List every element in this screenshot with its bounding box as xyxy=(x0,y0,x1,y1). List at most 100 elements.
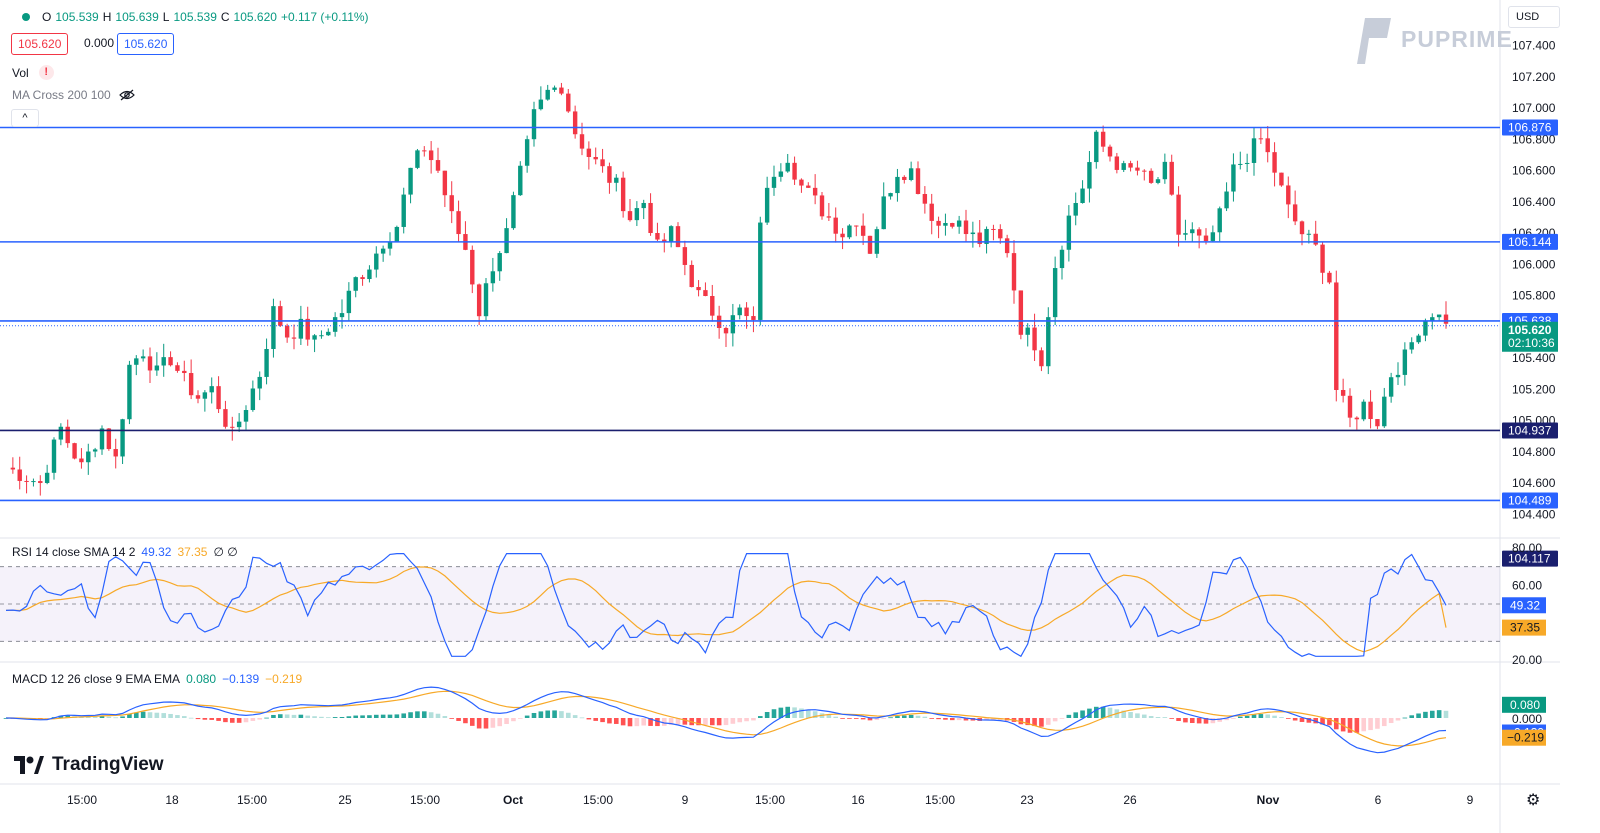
currency-selector[interactable]: USD xyxy=(1508,6,1560,28)
rsi-value: 49.32 xyxy=(141,545,172,559)
candle-body xyxy=(524,139,530,166)
macd-histogram-bar xyxy=(922,716,928,718)
candle-body xyxy=(134,358,139,365)
candle-body xyxy=(1094,131,1099,163)
candle-body xyxy=(10,467,16,470)
ohlc-high-label: H xyxy=(102,10,112,24)
macd-histogram-bar xyxy=(1080,710,1085,718)
candle-body xyxy=(1039,350,1044,367)
candle-body xyxy=(771,176,777,188)
candle-body xyxy=(298,318,304,339)
candle-body xyxy=(675,226,681,248)
macd-histogram-bar xyxy=(943,718,948,720)
macd-histogram-bar xyxy=(1237,716,1243,718)
macd-histogram-bar xyxy=(641,718,647,726)
macd-histogram-bar xyxy=(1203,718,1209,724)
candle-body xyxy=(792,162,797,180)
rsi-legend[interactable]: RSI 14 close SMA 14 2 49.32 37.35 ∅ ∅ xyxy=(12,545,238,559)
macd-histogram-bar xyxy=(1121,710,1127,718)
price-axis-tick: 105.400 xyxy=(1512,351,1556,365)
macd-histogram-bar xyxy=(1299,718,1305,722)
rsi-sma-label: 37.35 xyxy=(1510,621,1540,635)
candle-body xyxy=(723,327,729,334)
macd-histogram-bar xyxy=(524,715,530,718)
macd-histogram-bar xyxy=(1402,717,1408,719)
macd-histogram-bar xyxy=(1347,718,1353,733)
macd-histogram-bar xyxy=(463,718,468,724)
sell-price-button[interactable]: 105.620 xyxy=(11,33,69,55)
candle-body xyxy=(1279,172,1284,186)
macd-histogram-bar xyxy=(517,718,523,719)
candle-body xyxy=(929,203,934,221)
macd-histogram-bar xyxy=(1148,716,1154,718)
candle-body xyxy=(1032,327,1037,351)
macd-histogram-bar xyxy=(1155,717,1161,718)
last-price-label: 105.620 xyxy=(1508,323,1552,337)
candle-body xyxy=(607,166,612,183)
gear-icon[interactable]: ⚙ xyxy=(1526,792,1541,809)
candle-body xyxy=(826,216,832,218)
candle-body xyxy=(1292,204,1298,222)
candle-body xyxy=(140,356,146,359)
macd-histogram-bar xyxy=(1423,711,1428,718)
candle-body xyxy=(449,195,454,212)
candle-body xyxy=(518,165,523,196)
collapse-legend-button[interactable]: ^ xyxy=(11,109,39,127)
macd-histogram-bar xyxy=(545,710,551,718)
macd-histogram-bar xyxy=(723,718,729,726)
macd-legend[interactable]: MACD 12 26 close 9 EMA EMA 0.080 −0.139 … xyxy=(12,672,302,686)
candle-body xyxy=(689,264,694,288)
macd-histogram-bar xyxy=(812,711,818,718)
candle-body xyxy=(1224,191,1229,209)
price-axis-tick: 106.400 xyxy=(1512,195,1556,209)
candle-body xyxy=(319,335,324,337)
candle-body xyxy=(634,208,640,221)
macd-histogram-bar xyxy=(785,706,791,718)
warning-icon[interactable]: ! xyxy=(38,65,54,80)
volume-legend[interactable]: Vol ! xyxy=(12,65,54,80)
macd-histogram-bar xyxy=(1333,718,1339,730)
macd-histogram-bar xyxy=(243,718,249,723)
candle-body xyxy=(998,229,1003,239)
tradingview-logo[interactable]: TradingView xyxy=(14,754,164,776)
ohlc-open-label: O xyxy=(42,10,52,24)
macd-histogram-bar xyxy=(682,718,688,725)
macd-histogram-bar xyxy=(1217,718,1223,722)
candle-body xyxy=(1299,221,1305,235)
macd-histogram-bar xyxy=(579,717,585,719)
level-price-tag xyxy=(1502,233,1558,250)
candle-body xyxy=(1430,317,1435,322)
macd-histogram-bar xyxy=(1443,710,1449,718)
candle-body xyxy=(17,469,22,481)
macd-histogram-bar xyxy=(511,718,516,722)
macd-histogram-bar xyxy=(908,714,914,718)
candle-body xyxy=(1423,321,1428,336)
candle-body xyxy=(339,313,345,318)
eye-hidden-icon[interactable] xyxy=(118,89,135,101)
macd-signal-label: −0.219 xyxy=(1507,731,1544,745)
candle-body xyxy=(1080,188,1085,204)
candle-body xyxy=(620,177,626,212)
macd-histogram-bar xyxy=(305,715,311,718)
candle-body xyxy=(984,228,989,244)
macd-signal-line xyxy=(6,690,1447,747)
macd-histogram-bar xyxy=(826,714,832,718)
candle-body xyxy=(346,290,352,314)
macd-histogram-bar xyxy=(1320,718,1325,725)
candle-body xyxy=(812,187,818,196)
candle-body xyxy=(476,284,482,317)
candle-body xyxy=(847,225,852,238)
macd-axis-tick: 0.000 xyxy=(1512,712,1542,726)
candle-body xyxy=(1059,249,1065,269)
candle-body xyxy=(1176,194,1181,235)
ma-cross-legend[interactable]: MA Cross 200 100 xyxy=(12,88,135,102)
buy-price-button[interactable]: 105.620 xyxy=(117,33,175,55)
candle-body xyxy=(648,202,653,234)
candle-body xyxy=(188,373,194,396)
level-price-tag xyxy=(1502,550,1558,567)
macd-histogram-bar xyxy=(799,708,804,718)
macd-histogram-bar xyxy=(1354,718,1360,733)
candle-body xyxy=(223,409,228,427)
candle-body xyxy=(1251,138,1257,163)
